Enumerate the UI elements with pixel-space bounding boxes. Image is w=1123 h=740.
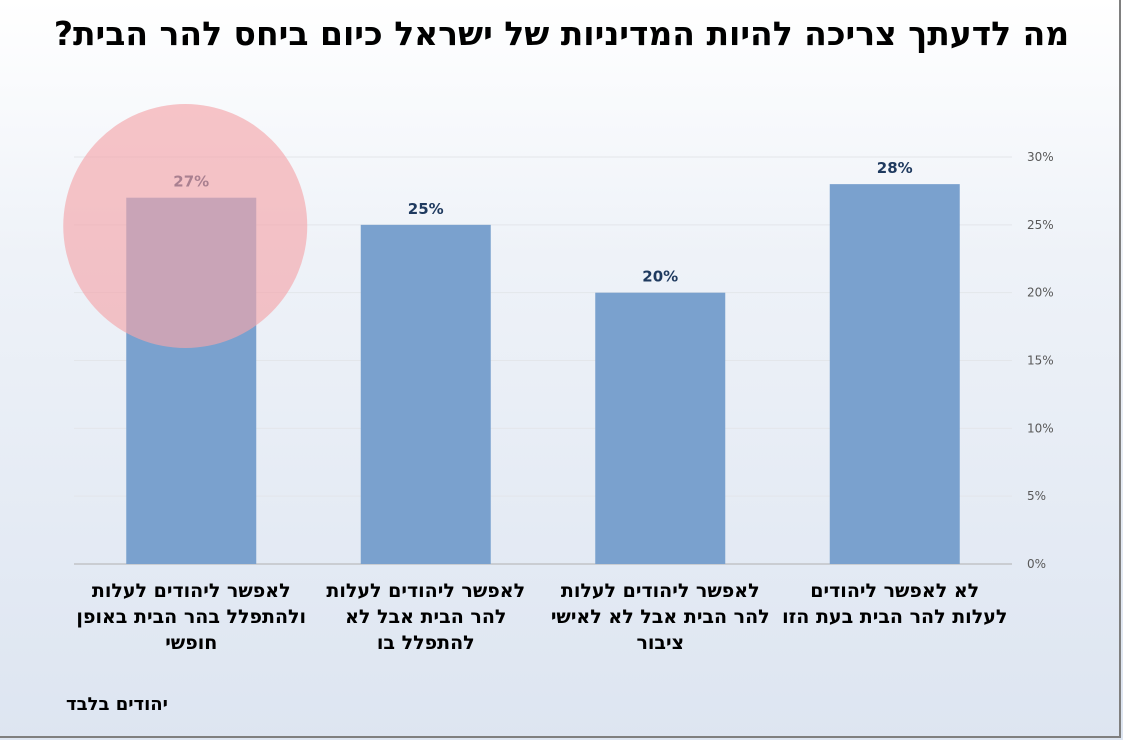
highlight-circle	[63, 104, 308, 348]
y-tick-label: 10%	[1027, 421, 1054, 435]
footnote: יהודים בלבד	[66, 694, 168, 715]
y-tick-label: 5%	[1027, 489, 1046, 503]
bar	[360, 224, 491, 565]
y-tick-label: 20%	[1027, 286, 1054, 300]
category-label: לאפשר ליהודים לעלות ולהתפלל בהר הבית באו…	[76, 580, 307, 654]
y-tick-label: 0%	[1027, 557, 1046, 571]
data-label: 28%	[877, 159, 913, 177]
category-label: לאפשר ליהודים לעלות להר הבית אבל לא לאיש…	[550, 580, 770, 654]
data-label: 25%	[408, 200, 444, 218]
y-tick-label: 15%	[1027, 354, 1054, 368]
category-label: לאפשר ליהודים לעלות להר הבית אבל לא להתפ…	[326, 580, 526, 654]
y-tick-label: 30%	[1027, 150, 1054, 164]
chart-title: מה לדעתך צריכה להיות המדיניות של ישראל כ…	[53, 14, 1070, 53]
bar	[595, 292, 726, 564]
data-label: 20%	[642, 268, 678, 286]
y-tick-label: 25%	[1027, 218, 1054, 232]
bar	[829, 184, 960, 564]
category-label: לא לאפשר ליהודים לעלות להר הבית בעת הזו	[782, 580, 1008, 628]
